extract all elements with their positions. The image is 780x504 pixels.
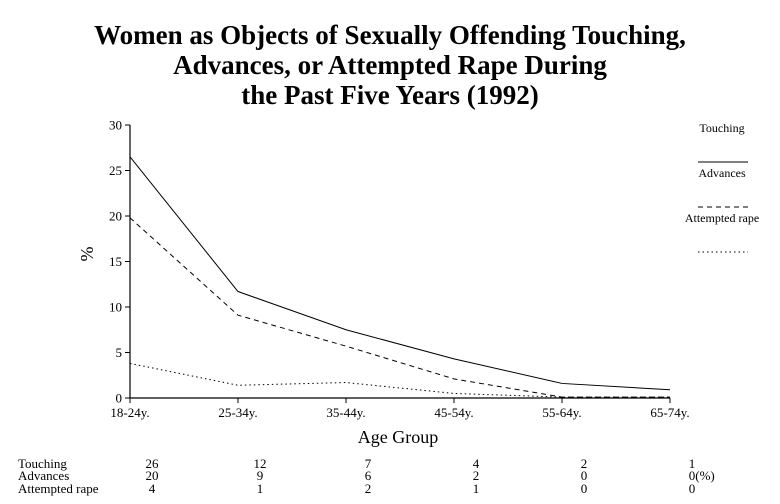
x-tick-label: 45-54y. xyxy=(434,405,473,420)
chart-title-line-3: the Past Five Years (1992) xyxy=(241,80,539,110)
table-cell: 4 xyxy=(149,481,156,496)
chart-title-line-1: Women as Objects of Sexually Offending T… xyxy=(94,20,686,50)
x-tick-label: 65-74y. xyxy=(650,405,689,420)
table-cell: 20 xyxy=(146,468,159,483)
y-tick-label: 30 xyxy=(109,118,122,133)
table-cell: 4 xyxy=(473,456,480,471)
table-cell: 12 xyxy=(254,456,267,471)
table-cell: 26 xyxy=(146,456,160,471)
y-axis-title: % xyxy=(77,247,97,262)
table-unit: (%) xyxy=(695,468,715,483)
y-tick-label: 10 xyxy=(109,300,122,315)
chart-axes: 0 5 10 15 20 25 30 18-24y. 25-34y. 35-44y. 45-54y.… xyxy=(109,118,690,421)
table-cell: 1 xyxy=(689,456,696,471)
series-line-advances xyxy=(129,217,670,398)
table-cell: 6 xyxy=(365,468,372,483)
table-cell: 0 xyxy=(581,481,588,496)
legend-label: Touching xyxy=(699,121,744,135)
table-cell: 0 xyxy=(689,468,696,483)
table-cell: 9 xyxy=(257,468,264,483)
chart-title: Women as Objects of Sexually Offending T… xyxy=(0,20,780,110)
table-cell: 7 xyxy=(365,456,372,471)
table-row-label: Attempted rape xyxy=(18,481,99,496)
legend-label: Attempted rape xyxy=(685,211,759,225)
series-line-attempted-rape xyxy=(129,362,670,398)
table-row-label: Advances xyxy=(18,468,69,483)
y-tick-label: 0 xyxy=(116,391,123,406)
series-line-touching xyxy=(129,156,671,391)
table-cell: 0 xyxy=(689,481,696,496)
chart-legend: Touching Advances Attempted rape xyxy=(685,121,759,253)
table-row-label: Touching xyxy=(18,456,67,471)
x-tick-label: 35-44y. xyxy=(326,405,365,420)
x-axis-title: Age Group xyxy=(358,427,438,447)
chart-title-line-2: Advances, or Attempted Rape During xyxy=(173,50,607,80)
y-tick-label: 15 xyxy=(109,254,122,269)
x-tick-label: 18-24y. xyxy=(110,405,149,420)
table-cell: 0 xyxy=(581,468,588,483)
table-cell: 2 xyxy=(365,481,372,496)
legend-label: Advances xyxy=(698,166,746,180)
x-tick-label: 55-64y. xyxy=(542,405,581,420)
chart-series-lines xyxy=(129,156,671,398)
table-cell: 1 xyxy=(257,481,264,496)
y-tick-label: 20 xyxy=(109,209,122,224)
table-cell: 2 xyxy=(473,468,480,483)
x-tick-label: 25-34y. xyxy=(218,405,257,420)
table-cell: 1 xyxy=(473,481,480,496)
y-tick-label: 25 xyxy=(109,163,122,178)
y-tick-label: 5 xyxy=(116,345,123,360)
table-cell: 2 xyxy=(581,456,588,471)
